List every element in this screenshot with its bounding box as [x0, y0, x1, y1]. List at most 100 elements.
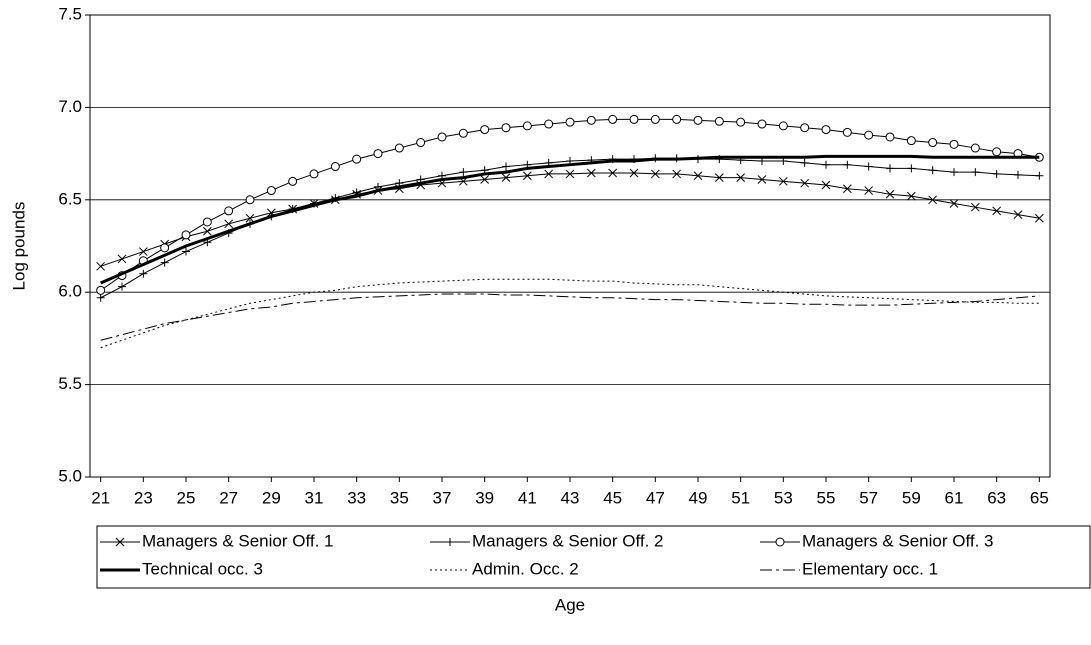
point-marker	[459, 168, 468, 177]
legend-label: Managers & Senior Off. 1	[142, 531, 334, 550]
point-marker	[650, 114, 660, 124]
point-marker	[565, 117, 575, 127]
x-tick-label: 25	[177, 488, 196, 507]
point-marker	[757, 175, 767, 184]
point-marker	[522, 121, 532, 131]
point-marker	[117, 254, 127, 264]
point-marker	[202, 217, 212, 227]
point-marker	[501, 123, 511, 133]
point-marker	[288, 176, 298, 186]
point-marker	[96, 293, 105, 302]
point-marker	[118, 282, 126, 291]
point-marker	[330, 162, 340, 172]
point-marker	[928, 166, 937, 175]
point-marker	[821, 180, 831, 190]
legend-marker	[446, 538, 454, 546]
point-marker	[800, 178, 810, 188]
y-axis-label: Log pounds	[9, 202, 28, 291]
x-tick-label: 59	[902, 488, 921, 507]
x-tick-label: 35	[390, 488, 409, 507]
point-marker	[544, 119, 554, 129]
plot-frame	[89, 14, 1051, 478]
y-tick-label: 7.5	[58, 4, 82, 23]
point-marker	[736, 173, 746, 182]
point-marker	[992, 206, 1002, 216]
point-marker	[822, 160, 830, 169]
point-marker	[672, 169, 682, 179]
series-line	[100, 293, 1040, 341]
x-tick-label: 29	[262, 488, 281, 507]
point-marker	[586, 168, 596, 178]
point-marker	[480, 125, 490, 135]
x-tick-label: 55	[817, 488, 836, 507]
x-tick-label: 45	[603, 488, 622, 507]
legend-label: Admin. Occ. 2	[472, 559, 579, 578]
point-marker	[437, 132, 447, 142]
x-tick-label: 23	[134, 488, 153, 507]
y-tick-label: 6.0	[58, 282, 82, 301]
point-marker	[842, 184, 852, 194]
y-tick-label: 6.5	[58, 189, 82, 208]
point-marker	[864, 130, 874, 140]
x-tick-label: 49	[689, 488, 708, 507]
point-marker	[800, 123, 810, 133]
point-marker	[672, 114, 682, 124]
point-marker	[970, 202, 980, 212]
legend-label: Managers & Senior Off. 3	[802, 531, 994, 550]
x-tick-label: 33	[347, 488, 366, 507]
x-tick-label: 27	[219, 488, 238, 507]
legend-frame	[96, 525, 1091, 589]
x-axis-label: Age	[555, 595, 585, 614]
point-marker	[714, 173, 724, 182]
point-marker	[565, 169, 575, 179]
x-tick-label: 41	[518, 488, 537, 507]
y-tick-label: 7.0	[58, 97, 82, 116]
point-marker	[693, 115, 703, 125]
point-marker	[544, 169, 554, 179]
point-marker	[949, 199, 959, 208]
point-marker	[886, 164, 894, 173]
point-marker	[992, 169, 1001, 178]
point-marker	[160, 258, 169, 267]
point-marker	[1013, 210, 1023, 219]
point-marker	[949, 139, 959, 149]
point-marker	[608, 114, 618, 124]
x-tick-label: 65	[1030, 488, 1049, 507]
point-marker	[800, 158, 809, 167]
point-marker	[266, 186, 276, 196]
point-marker	[394, 143, 404, 153]
point-marker	[182, 247, 190, 256]
legend-marker	[115, 537, 125, 547]
point-marker	[885, 189, 895, 199]
x-tick-label: 63	[987, 488, 1006, 507]
x-tick-label: 51	[731, 488, 750, 507]
point-marker	[843, 160, 852, 169]
point-marker	[245, 195, 255, 205]
point-marker	[864, 162, 873, 171]
point-marker	[96, 261, 106, 271]
point-marker	[352, 154, 362, 164]
point-marker	[778, 121, 788, 131]
point-marker	[864, 186, 874, 195]
x-tick-label: 53	[774, 488, 793, 507]
series-line	[100, 278, 1040, 349]
x-tick-label: 57	[859, 488, 878, 507]
point-marker	[138, 247, 148, 256]
point-marker	[928, 138, 938, 148]
point-marker	[650, 169, 660, 179]
point-marker	[906, 191, 916, 201]
x-tick-label: 47	[646, 488, 665, 507]
x-tick-label: 39	[475, 488, 494, 507]
point-marker	[458, 128, 468, 138]
point-marker	[906, 136, 916, 146]
point-marker	[160, 243, 170, 253]
legend-label: Technical occ. 3	[142, 559, 263, 578]
point-marker	[821, 125, 831, 135]
point-marker	[629, 168, 639, 178]
point-marker	[522, 171, 532, 181]
point-marker	[416, 138, 426, 148]
y-tick-label: 5.5	[58, 374, 82, 393]
point-marker	[992, 147, 1002, 157]
point-marker	[224, 206, 234, 216]
